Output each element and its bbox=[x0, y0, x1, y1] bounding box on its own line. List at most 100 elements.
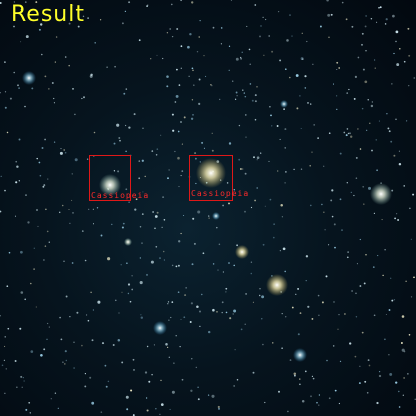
faint-star bbox=[388, 354, 390, 356]
faint-star bbox=[334, 246, 336, 249]
faint-star bbox=[250, 261, 253, 263]
faint-star bbox=[16, 165, 19, 168]
faint-star bbox=[25, 408, 28, 411]
faint-star bbox=[20, 41, 22, 43]
faint-star bbox=[185, 287, 187, 289]
faint-star bbox=[203, 147, 205, 149]
faint-star bbox=[115, 299, 117, 302]
faint-star bbox=[211, 149, 214, 152]
faint-star bbox=[74, 158, 78, 162]
faint-star bbox=[156, 54, 158, 56]
faint-star bbox=[125, 395, 129, 399]
faint-star bbox=[205, 75, 207, 77]
faint-star bbox=[305, 255, 309, 258]
faint-star bbox=[350, 191, 352, 194]
faint-star bbox=[161, 226, 163, 228]
faint-star bbox=[234, 98, 237, 100]
faint-star bbox=[4, 345, 6, 347]
faint-star bbox=[225, 311, 228, 314]
faint-star bbox=[201, 141, 204, 144]
faint-star bbox=[202, 252, 205, 255]
faint-star bbox=[391, 299, 394, 302]
faint-star bbox=[385, 18, 388, 21]
faint-star bbox=[118, 137, 121, 139]
faint-star bbox=[107, 257, 111, 261]
star bbox=[212, 212, 220, 220]
faint-star bbox=[118, 312, 120, 314]
faint-star bbox=[374, 67, 376, 69]
faint-star bbox=[388, 309, 391, 311]
faint-star bbox=[125, 188, 128, 191]
faint-star bbox=[167, 177, 169, 180]
faint-star bbox=[84, 385, 87, 388]
star bbox=[22, 71, 36, 85]
faint-star bbox=[92, 208, 94, 210]
faint-star bbox=[256, 86, 258, 88]
faint-star bbox=[225, 287, 228, 290]
faint-star bbox=[73, 367, 75, 369]
star bbox=[124, 238, 132, 246]
faint-star bbox=[22, 376, 24, 379]
faint-star bbox=[27, 221, 30, 224]
faint-star bbox=[346, 182, 348, 184]
faint-star bbox=[208, 330, 211, 334]
faint-star bbox=[175, 265, 178, 268]
faint-star bbox=[133, 369, 135, 371]
faint-star bbox=[304, 370, 307, 373]
faint-star bbox=[39, 23, 43, 26]
faint-star bbox=[38, 28, 41, 31]
faint-star bbox=[284, 68, 287, 71]
faint-star bbox=[346, 256, 349, 259]
faint-star bbox=[355, 316, 358, 318]
faint-star bbox=[256, 187, 259, 189]
faint-star bbox=[140, 316, 143, 319]
faint-star bbox=[167, 301, 170, 303]
star bbox=[235, 245, 249, 259]
faint-star bbox=[367, 99, 369, 101]
faint-star bbox=[391, 189, 394, 192]
faint-star bbox=[87, 319, 90, 322]
faint-star bbox=[254, 4, 257, 6]
faint-star bbox=[62, 361, 64, 364]
faint-star bbox=[64, 56, 67, 58]
faint-star bbox=[309, 164, 311, 167]
faint-star bbox=[125, 150, 127, 153]
faint-star bbox=[232, 313, 234, 315]
faint-star bbox=[395, 118, 397, 121]
faint-star bbox=[240, 57, 243, 60]
faint-star bbox=[138, 160, 141, 162]
faint-star bbox=[124, 124, 127, 127]
faint-star bbox=[339, 360, 342, 363]
faint-star bbox=[309, 204, 312, 207]
faint-star bbox=[190, 117, 194, 120]
faint-star bbox=[347, 251, 349, 253]
faint-star bbox=[365, 254, 367, 256]
faint-star bbox=[269, 105, 271, 108]
faint-star bbox=[196, 51, 199, 53]
faint-star bbox=[72, 4, 74, 6]
faint-star bbox=[199, 310, 201, 313]
faint-star bbox=[363, 282, 366, 285]
faint-star bbox=[171, 301, 174, 303]
faint-star bbox=[252, 301, 254, 303]
faint-star bbox=[146, 345, 149, 348]
faint-star bbox=[35, 1, 38, 4]
faint-star bbox=[349, 342, 352, 345]
faint-star bbox=[146, 5, 148, 7]
faint-star bbox=[14, 360, 17, 362]
faint-star bbox=[363, 203, 365, 205]
faint-star bbox=[126, 408, 129, 411]
faint-star bbox=[33, 268, 35, 270]
faint-star bbox=[311, 375, 313, 377]
star bbox=[153, 321, 167, 335]
faint-star bbox=[366, 392, 369, 394]
faint-star bbox=[171, 113, 174, 116]
faint-star bbox=[28, 401, 31, 404]
faint-star bbox=[299, 378, 301, 380]
faint-star bbox=[240, 328, 243, 331]
faint-star bbox=[277, 170, 279, 172]
faint-star bbox=[373, 314, 376, 317]
faint-star bbox=[20, 8, 23, 11]
faint-star bbox=[53, 102, 55, 104]
faint-star bbox=[378, 370, 381, 373]
